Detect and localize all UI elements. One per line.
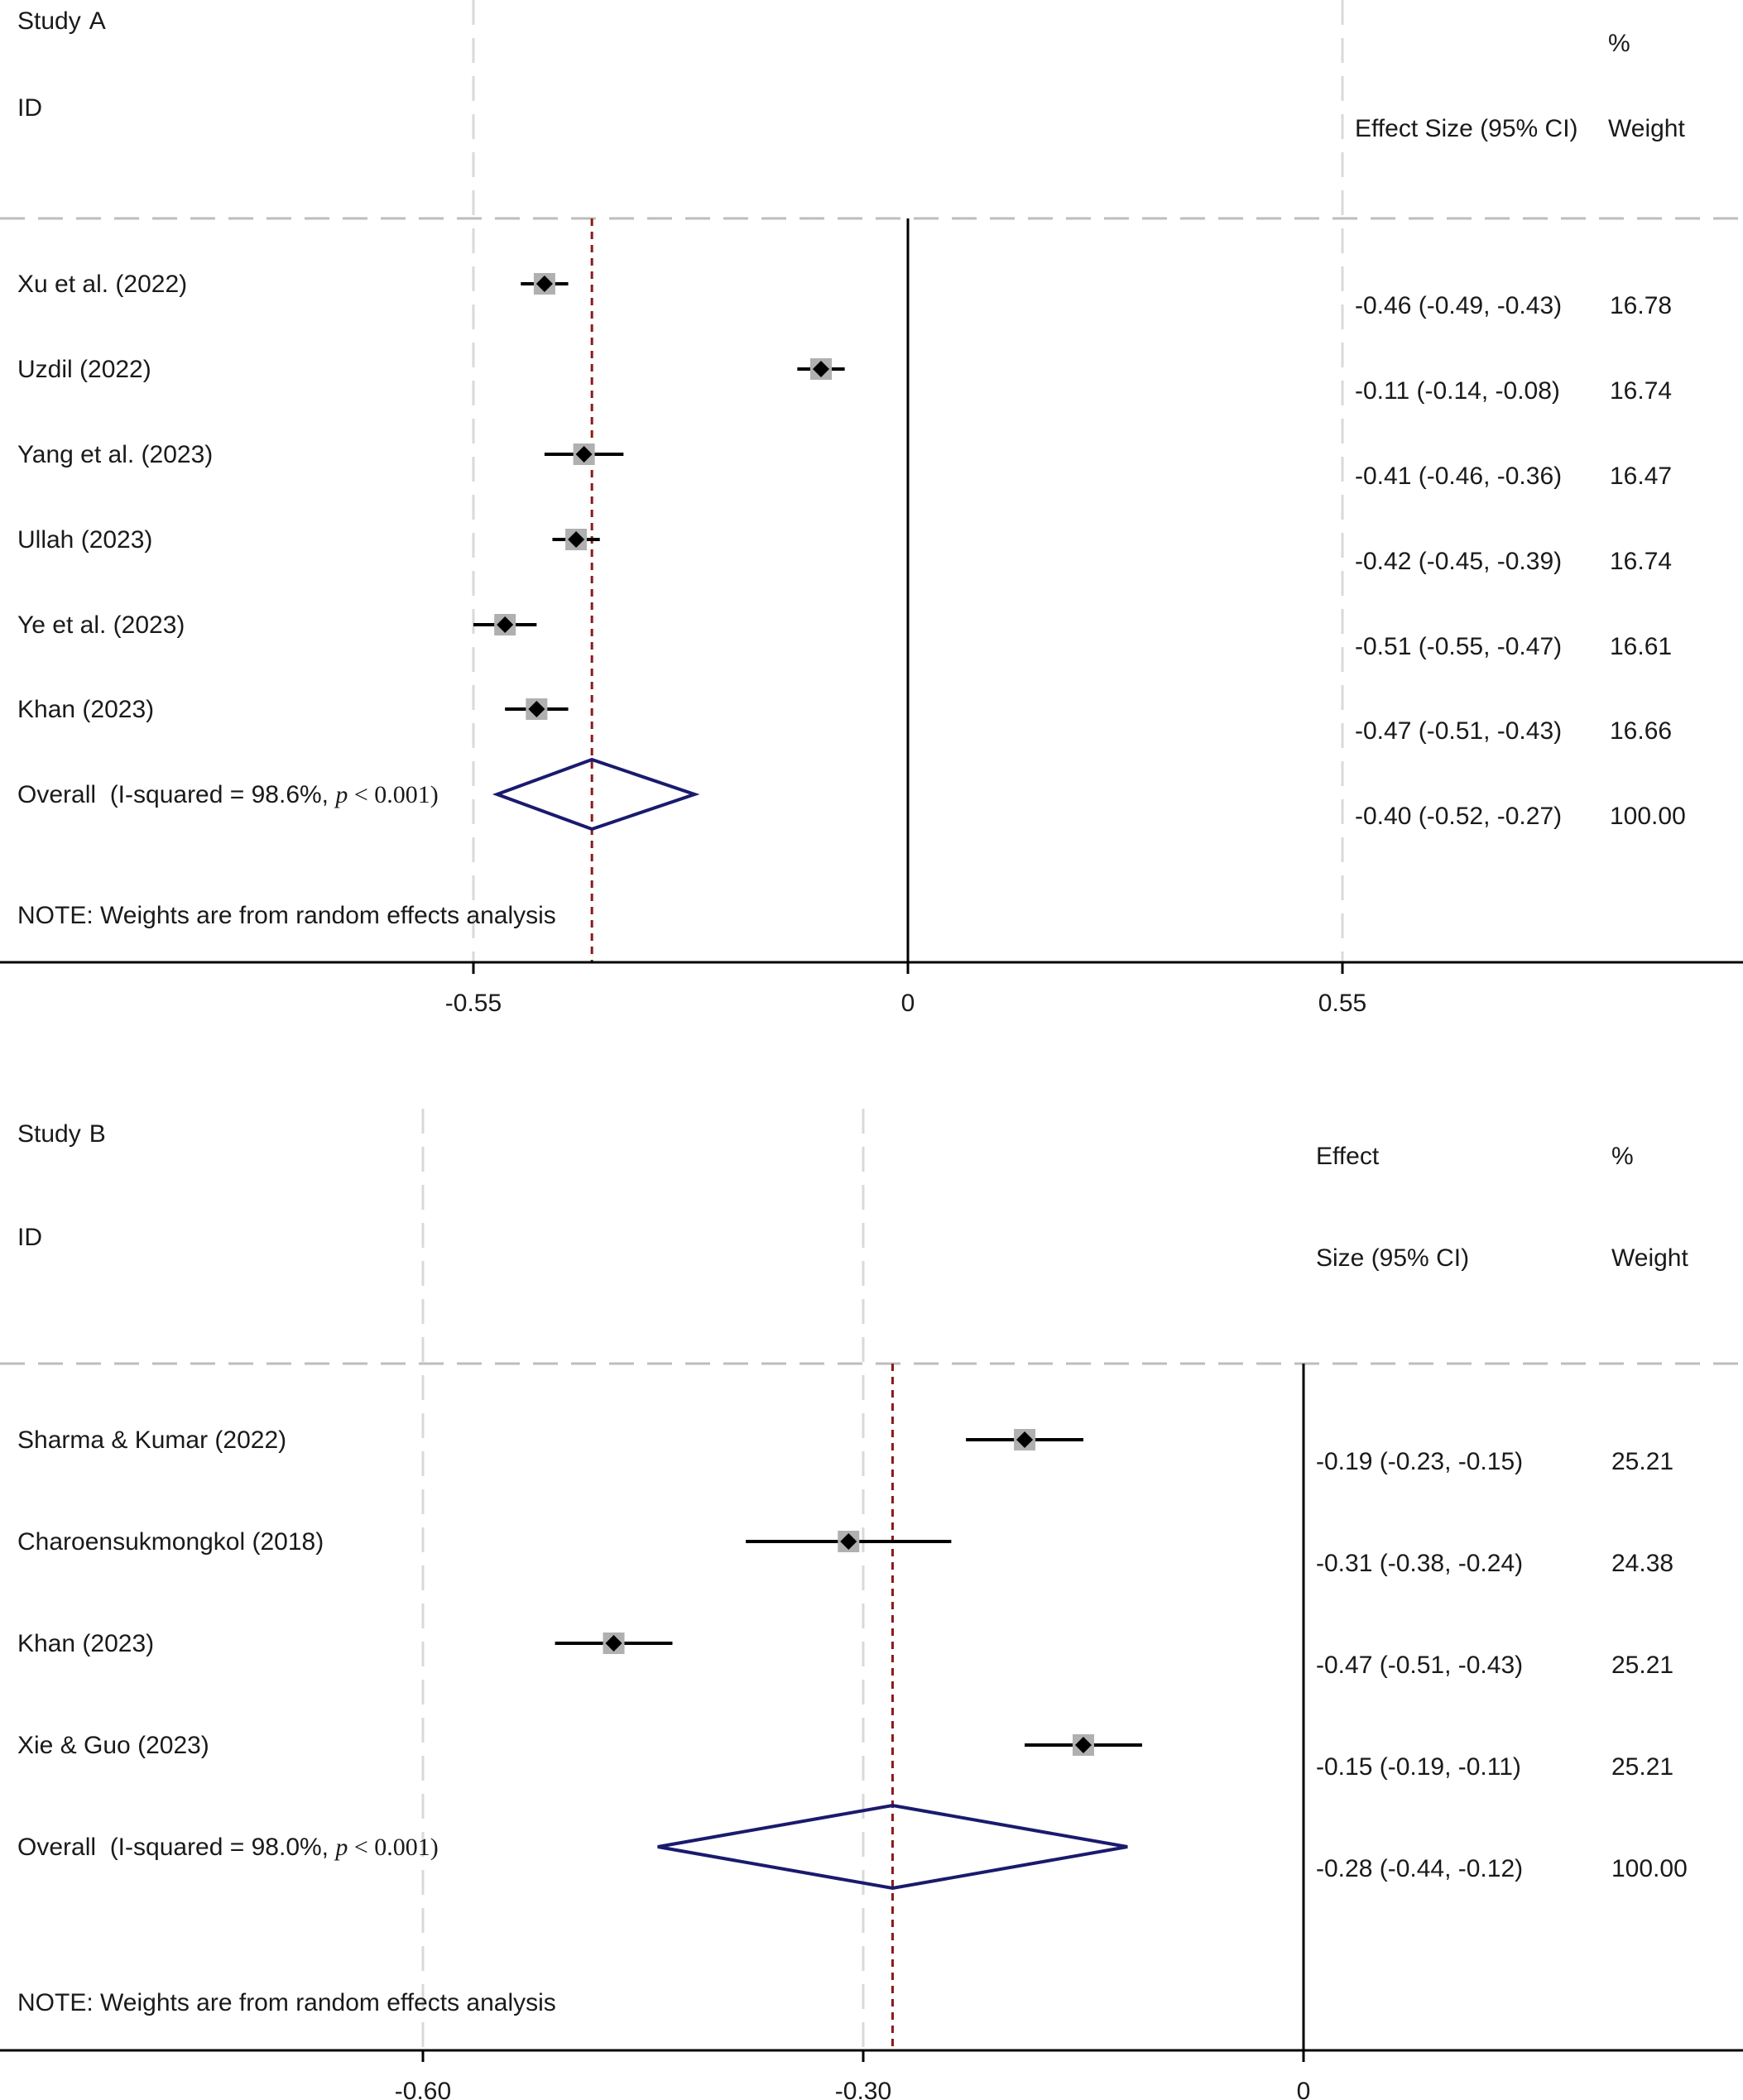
header-study-word: Study [17, 7, 81, 35]
note-text: NOTE: Weights are from random effects an… [17, 1989, 556, 2016]
point-estimate [568, 531, 585, 548]
header-weight: Weight [1608, 115, 1685, 142]
header-study-word: Study [17, 1120, 81, 1148]
overall-p-symbol: p [334, 1834, 348, 1861]
overall-p-symbol: p [334, 781, 348, 808]
overall-diamond [657, 1803, 1128, 1891]
point-estimate [813, 361, 829, 377]
study-weight: 16.61 [1610, 633, 1672, 660]
header-effect-size: Effect Size (95% CI) [1355, 115, 1578, 142]
x-tick-label: -0.30 [835, 2078, 891, 2100]
overall-label: Overall (I-squared = 98.0%, p < 0.001) [17, 1834, 439, 1861]
study-label: Uzdil (2022) [17, 356, 151, 383]
point-estimate [1075, 1737, 1092, 1753]
x-tick-label: 0 [1297, 2078, 1311, 2100]
effect-size-ci-text: -0.11 (-0.14, -0.08) [1355, 377, 1560, 405]
overall-label: Overall (I-squared = 98.6%, p < 0.001) [17, 781, 439, 808]
effect-size-ci-text: -0.47 (-0.51, -0.43) [1316, 1652, 1523, 1679]
study-row: Xie & Guo (2023) -0.15 (-0.19, -0.11) 25.2… [17, 1732, 1673, 1781]
header-study: Study B [17, 1120, 106, 1148]
point-estimate [1016, 1431, 1034, 1448]
study-weight: 16.47 [1610, 463, 1672, 490]
study-weight: 16.66 [1610, 717, 1672, 745]
header-panel-letter: B [89, 1120, 106, 1148]
study-label: Xu et al. (2022) [17, 271, 187, 298]
study-label: Khan (2023) [17, 696, 154, 723]
point-estimate [840, 1533, 857, 1550]
header-effect-size: Effect [1316, 1143, 1380, 1170]
header-weight: Weight [1611, 1244, 1688, 1272]
effect-size-ci-text: -0.51 (-0.55, -0.47) [1355, 633, 1562, 660]
effect-size-ci-text: -0.46 (-0.49, -0.43) [1355, 292, 1562, 319]
overall-row: Overall (I-squared = 98.6%, p < 0.001) -0… [17, 757, 1686, 832]
point-estimate [497, 616, 514, 633]
study-row: Sharma & Kumar (2022) -0.19 (-0.23, -0.15… [17, 1426, 1673, 1475]
effect-size-ci-text: -0.42 (-0.45, -0.39) [1355, 548, 1562, 575]
point-estimate [605, 1635, 622, 1652]
overall-weight: 100.00 [1610, 803, 1686, 830]
study-weight: 24.38 [1611, 1550, 1673, 1577]
effect-size-ci-text: -0.19 (-0.23, -0.15) [1316, 1448, 1523, 1475]
study-row: Yang et al. (2023) -0.41 (-0.46, -0.36) 16… [17, 441, 1672, 490]
study-row: Charoensukmongkol (2018) -0.31 (-0.38, -0… [17, 1528, 1673, 1577]
study-label: Xie & Guo (2023) [17, 1732, 209, 1759]
overall-p-value: < 0.001) [348, 1834, 438, 1861]
study-row: Uzdil (2022) -0.11 (-0.14, -0.08) 16.74 [17, 356, 1672, 405]
study-label: Ullah (2023) [17, 526, 152, 554]
x-tick-label: 0.55 [1318, 990, 1366, 1017]
study-row: Ye et al. (2023) -0.51 (-0.55, -0.47) 16.6… [17, 611, 1672, 660]
study-label: Sharma & Kumar (2022) [17, 1426, 286, 1454]
study-label: Yang et al. (2023) [17, 441, 213, 468]
study-label: Charoensukmongkol (2018) [17, 1528, 324, 1556]
overall-label-text: Overall (I-squared = 98.6%, [17, 781, 335, 808]
overall-ci-text: -0.40 (-0.52, -0.27) [1355, 803, 1562, 830]
note-text: NOTE: Weights are from random effects an… [17, 902, 556, 929]
overall-p-value: < 0.001) [348, 781, 438, 808]
x-tick-label: -0.55 [445, 990, 502, 1017]
effect-size-ci-text: -0.31 (-0.38, -0.24) [1316, 1550, 1523, 1577]
header-study: Study A [17, 7, 106, 35]
effect-size-ci-text: -0.41 (-0.46, -0.36) [1355, 463, 1562, 490]
study-row: Xu et al. (2022) -0.46 (-0.49, -0.43) 16.7… [17, 271, 1672, 319]
point-estimate [528, 701, 545, 717]
header-id: ID [17, 1224, 42, 1251]
x-tick-label: -0.60 [395, 2078, 451, 2100]
study-weight: 16.74 [1610, 548, 1672, 575]
study-row: Ullah (2023) -0.42 (-0.45, -0.39) 16.74 [17, 526, 1672, 575]
x-tick-label: 0 [901, 990, 915, 1017]
study-weight: 16.78 [1610, 292, 1672, 319]
header-panel-letter: A [89, 7, 106, 35]
overall-diamond [492, 757, 700, 832]
study-weight: 25.21 [1611, 1753, 1673, 1781]
panel-b: -0.60 -0.30 0 Study B ID Effect Size (95% CI)% W… [0, 1109, 1743, 2100]
study-weight: 25.21 [1611, 1448, 1673, 1475]
study-weight: 16.74 [1610, 377, 1672, 405]
study-row: Khan (2023) -0.47 (-0.51, -0.43) 25.21 [17, 1630, 1673, 1679]
study-weight: 25.21 [1611, 1652, 1673, 1679]
header-percent: % [1608, 30, 1630, 57]
effect-size-ci-text: -0.47 (-0.51, -0.43) [1355, 717, 1562, 745]
overall-weight: 100.00 [1611, 1855, 1688, 1882]
point-estimate [575, 446, 593, 463]
overall-ci-text: -0.28 (-0.44, -0.12) [1316, 1855, 1523, 1882]
point-estimate [535, 276, 553, 292]
header-id: ID [17, 94, 42, 122]
study-label: Ye et al. (2023) [17, 611, 185, 639]
overall-row: Overall (I-squared = 98.0%, p < 0.001) -0… [17, 1803, 1688, 1891]
header-percent: % [1611, 1143, 1634, 1170]
study-label: Khan (2023) [17, 1630, 154, 1657]
panel-a: -0.55 0 0.55 Study A ID Effect Size (95% CI)% W… [0, 0, 1743, 1017]
overall-label-text: Overall (I-squared = 98.0%, [17, 1834, 335, 1861]
header-effect-size-ci: Size (95% CI) [1316, 1244, 1469, 1272]
study-row: Khan (2023) -0.47 (-0.51, -0.43) 16.66 [17, 696, 1672, 745]
effect-size-ci-text: -0.15 (-0.19, -0.11) [1316, 1753, 1521, 1781]
